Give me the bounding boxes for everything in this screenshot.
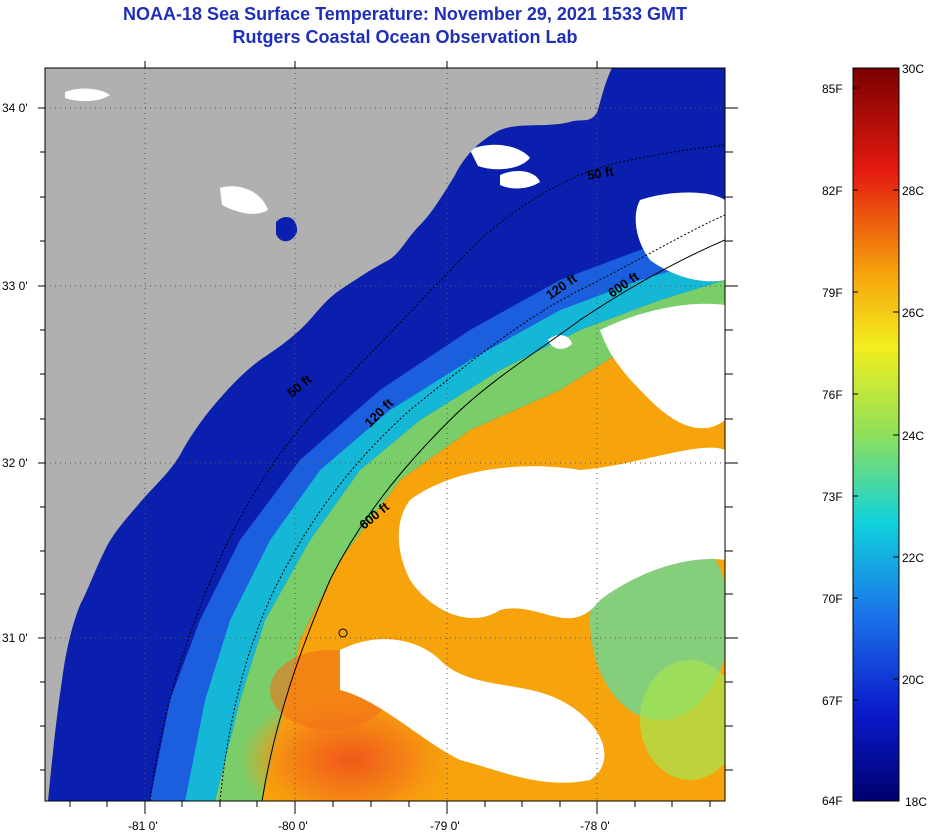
colorbar-ticks <box>853 67 899 802</box>
lat-label-31: 31 0' <box>2 631 28 645</box>
contour-120ft <box>219 214 725 801</box>
cb-f-82: 82F <box>822 184 843 198</box>
cb-f-76: 76F <box>822 388 843 402</box>
pamlico-sound-water <box>598 68 630 128</box>
cb-f-70: 70F <box>822 592 843 606</box>
chart-subtitle: Rutgers Coastal Ocean Observation Lab <box>232 27 578 47</box>
lon-label-80: -80 0' <box>278 819 308 832</box>
cb-f-85: 85F <box>822 82 843 96</box>
bathymetry-contours <box>149 144 725 801</box>
shelf-cyan-band <box>185 255 725 801</box>
cb-f-64: 64F <box>822 794 843 808</box>
cb-c-24: 24C <box>902 429 924 443</box>
inner-shelf-blue-band <box>150 225 725 801</box>
cb-c-30: 30C <box>902 62 924 76</box>
contour-50ft <box>149 144 725 801</box>
colorbar-fahrenheit-labels: 85F 82F 79F 76F 73F 70F 67F 64F <box>822 82 843 808</box>
cb-f-73: 73F <box>822 490 843 504</box>
colorbar <box>852 67 900 802</box>
graticule <box>45 68 725 801</box>
lon-label-78: -78 0' <box>580 819 610 832</box>
inland-lake <box>276 217 298 242</box>
cb-f-67: 67F <box>822 694 843 708</box>
cb-c-28: 28C <box>902 184 924 198</box>
lon-label-81: -81 0' <box>128 819 158 832</box>
inland-lake <box>65 88 110 102</box>
axis-ticks <box>38 61 738 814</box>
map-frame <box>44 67 726 802</box>
lat-label-33: 33 0' <box>2 279 28 293</box>
cool-patch-southeast <box>640 660 725 780</box>
colorbar-celsius-labels: 30C 28C 26C 24C 22C 20C 18C <box>902 62 927 809</box>
lat-label-34: 34 0' <box>2 101 28 115</box>
chart-title: NOAA-18 Sea Surface Temperature: Novembe… <box>123 4 687 24</box>
cb-c-26: 26C <box>902 306 924 320</box>
lat-label-32: 32 0' <box>2 456 28 470</box>
cb-c-20: 20C <box>902 673 924 687</box>
contour-label-50ft: 50 ft <box>586 163 616 183</box>
cb-c-22: 22C <box>902 551 924 565</box>
cb-f-79: 79F <box>822 286 843 300</box>
cb-c-18: 18C <box>905 795 927 809</box>
land-mass <box>45 68 612 801</box>
inland-lake <box>220 186 268 214</box>
lon-label-79: -79 0' <box>430 819 460 832</box>
cloud-cover <box>340 144 725 783</box>
contour-600ft <box>261 239 725 801</box>
